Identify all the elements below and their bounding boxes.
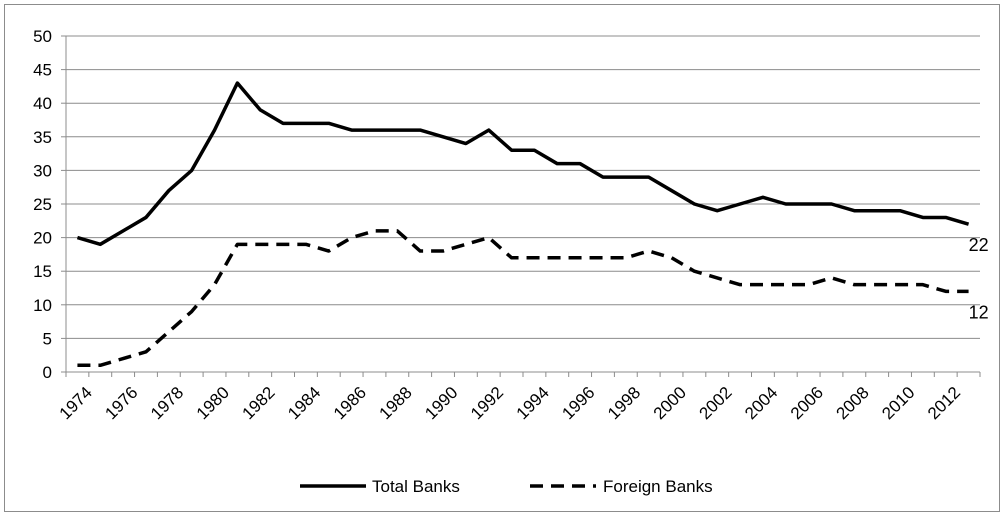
x-tick-label: 2010 <box>878 383 918 423</box>
x-tick-label: 2000 <box>650 383 690 423</box>
x-tick-label: 1986 <box>330 383 370 423</box>
x-tick-label: 1978 <box>147 383 187 423</box>
x-tick-label: 1996 <box>558 383 598 423</box>
y-tick-label: 20 <box>33 229 52 248</box>
x-tick-label: 2004 <box>741 383 781 423</box>
y-axis: 0 5 10 15 20 25 30 35 40 45 50 <box>33 27 67 382</box>
y-tick-label: 0 <box>43 363 52 382</box>
y-tick-label: 15 <box>33 262 52 281</box>
gridlines <box>66 35 980 339</box>
x-tick-label: 1994 <box>513 383 553 423</box>
y-tick-label: 50 <box>33 27 52 46</box>
x-tick-label: 1982 <box>238 383 278 423</box>
end-label-total-banks: 22 <box>969 235 989 255</box>
chart-frame <box>4 4 1000 512</box>
x-tick-label: 2008 <box>833 383 873 423</box>
series-line-foreign-banks <box>77 229 969 368</box>
series-lines <box>76 81 970 368</box>
y-tick-label: 5 <box>43 329 52 348</box>
legend-label-foreign-banks: Foreign Banks <box>603 477 713 496</box>
x-tick-label: 1976 <box>101 383 141 423</box>
x-tick-label: 2002 <box>695 383 735 423</box>
x-tick-label: 1984 <box>284 383 324 423</box>
legend-label-total-banks: Total Banks <box>372 477 460 496</box>
y-tick-label: 25 <box>33 195 52 214</box>
x-tick-label: 1992 <box>467 383 507 423</box>
x-axis: 1974 1976 1978 1980 1982 1984 1986 1988 1990 1992… <box>56 371 981 423</box>
x-tick-label: 1974 <box>56 383 96 423</box>
x-tick-label: 1990 <box>421 383 461 423</box>
y-tick-label: 30 <box>33 161 52 180</box>
x-tick-label: 2012 <box>924 383 964 423</box>
x-tick-label: 1988 <box>376 383 416 423</box>
x-tick-label: 1980 <box>193 383 233 423</box>
y-tick-label: 35 <box>33 128 52 147</box>
series-line-total-banks <box>76 81 970 247</box>
legend: Total Banks Foreign Banks <box>300 477 713 496</box>
x-tick-label: 1998 <box>604 383 644 423</box>
end-labels: 22 12 <box>969 235 989 322</box>
y-tick-label: 10 <box>33 296 52 315</box>
x-tick-label: 2006 <box>787 383 827 423</box>
y-tick-label: 40 <box>33 94 52 113</box>
end-label-foreign-banks: 12 <box>969 302 989 322</box>
y-tick-label: 45 <box>33 61 52 80</box>
